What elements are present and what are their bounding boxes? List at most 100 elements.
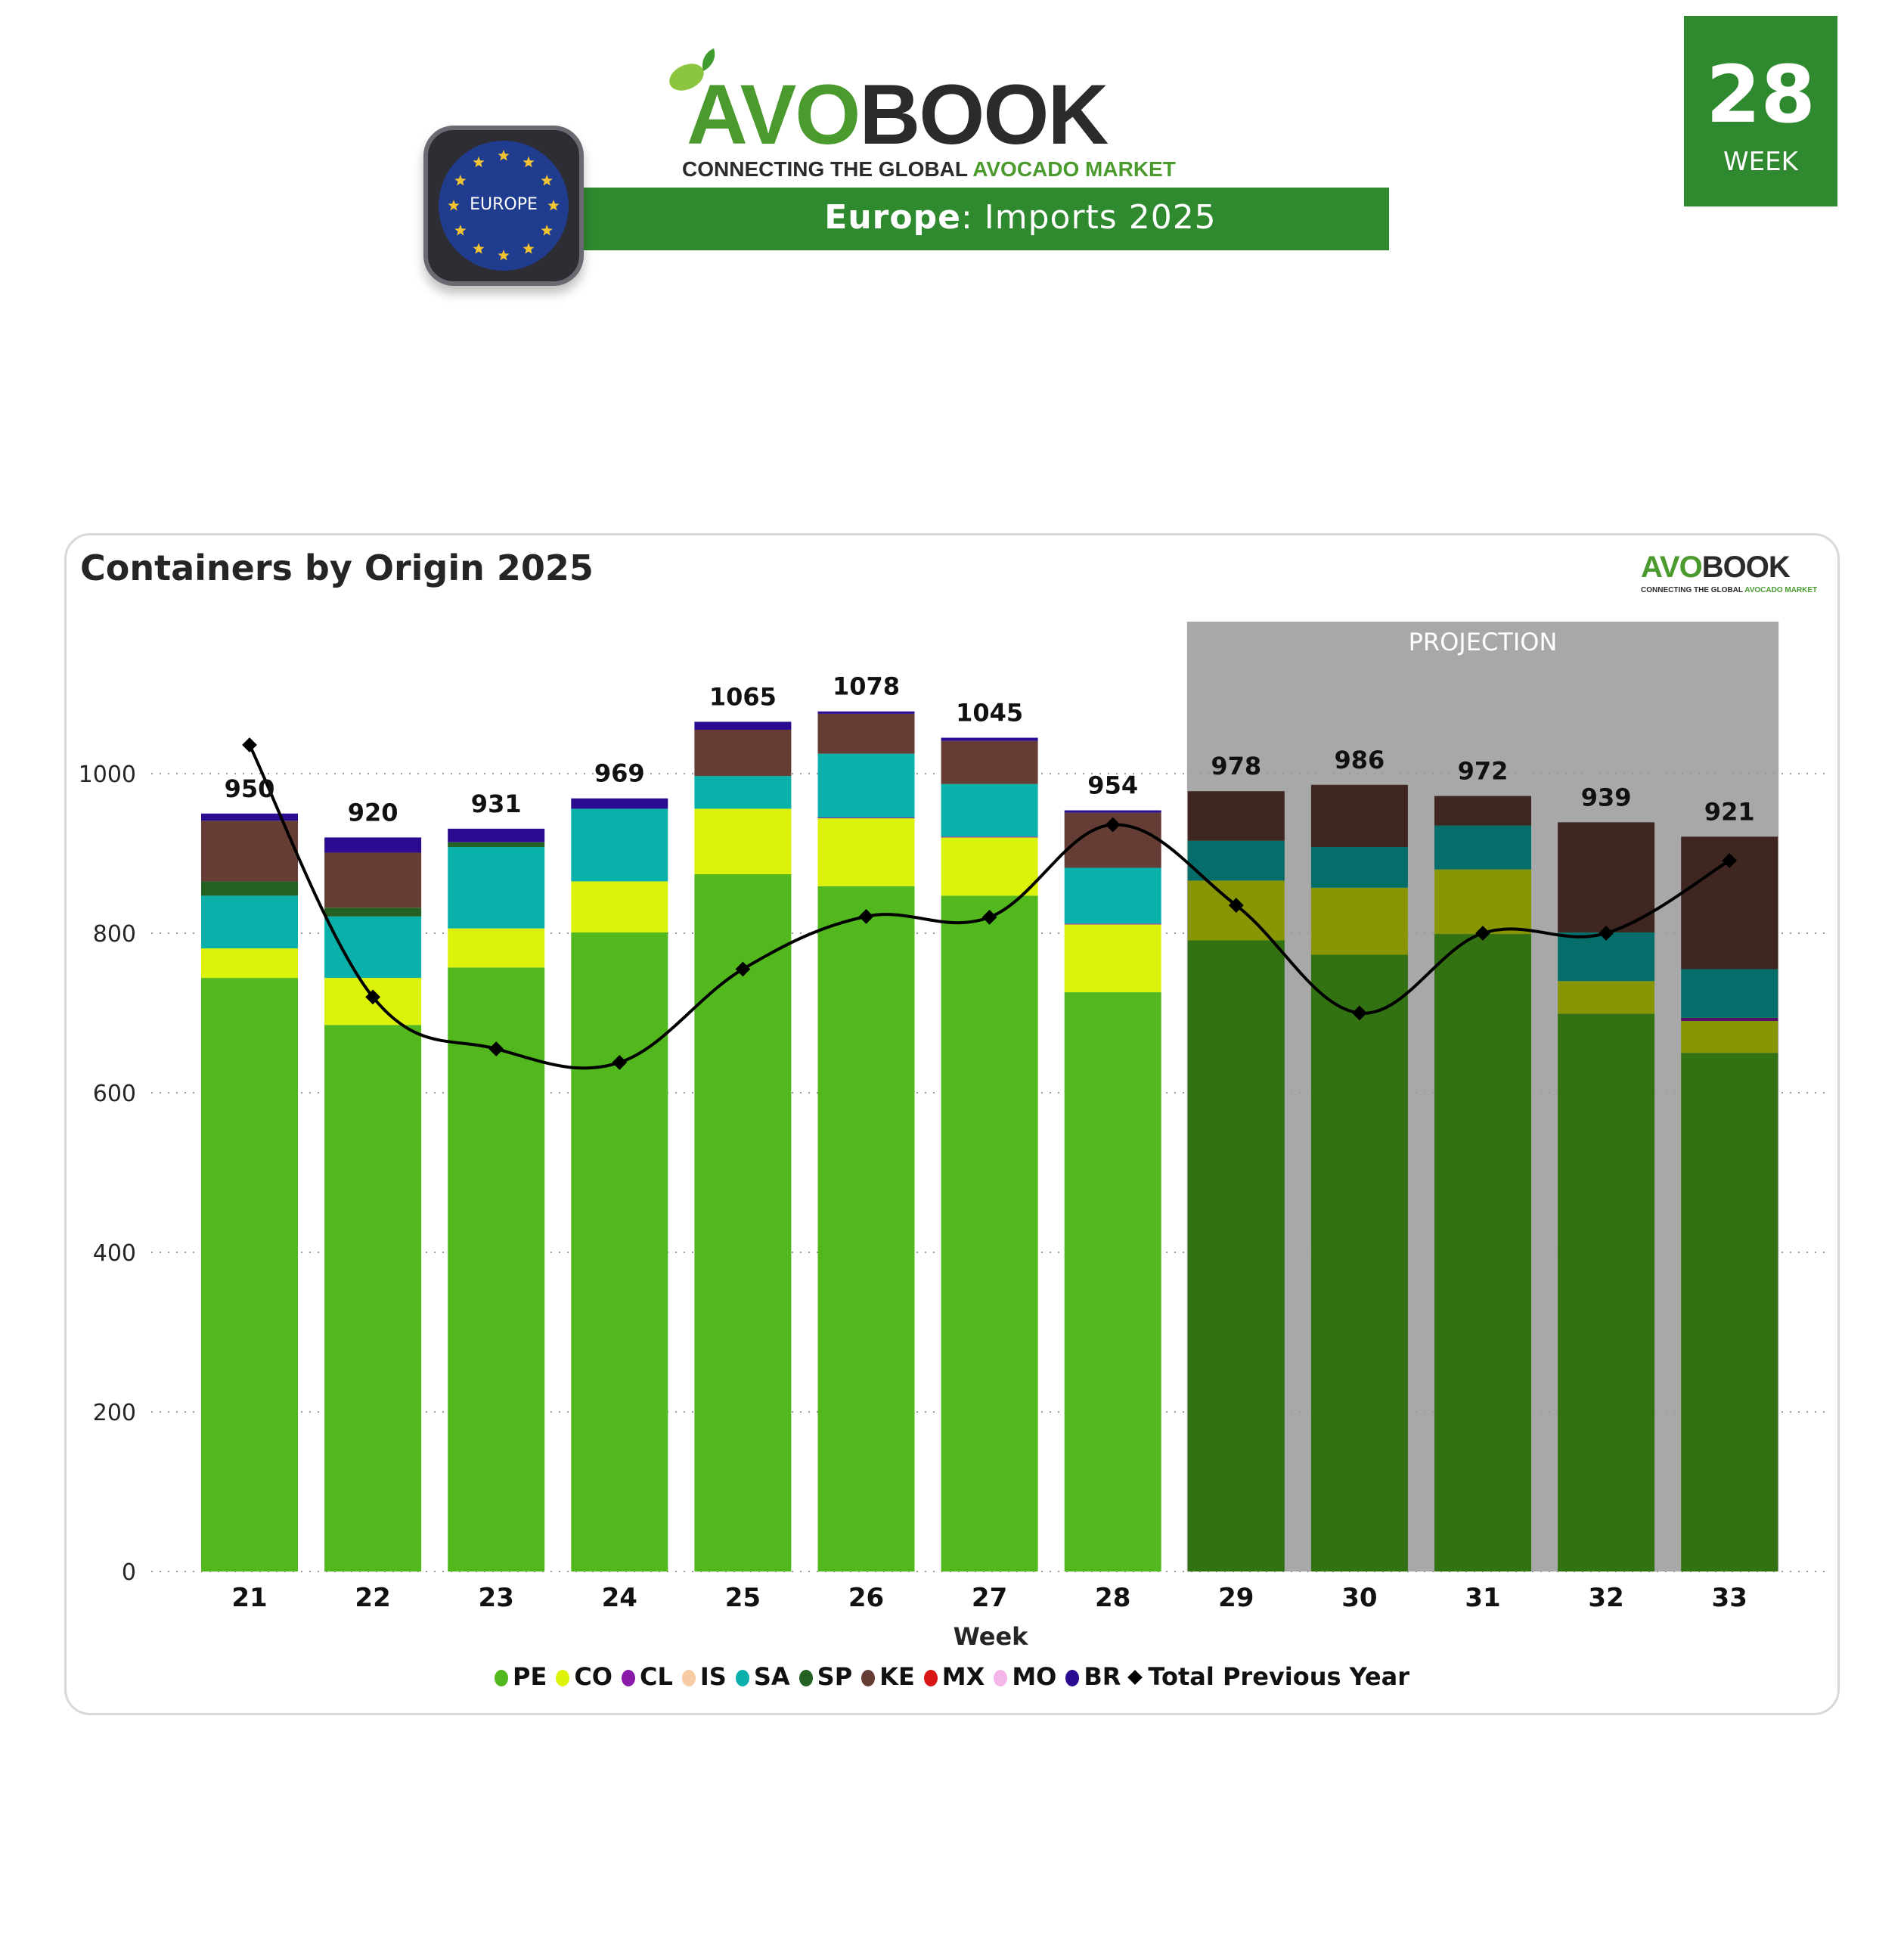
x-tick-label-week-24: 24 (602, 1583, 637, 1613)
bar-segment-cl-week-33 (1681, 1017, 1778, 1022)
previous-year-marker-week-22 (365, 989, 380, 1005)
tagline-part1: CONNECTING THE GLOBAL (682, 157, 973, 181)
bar-segment-br-week-25 (694, 721, 792, 730)
bar-segment-co-week-28 (1064, 924, 1161, 993)
bar-segment-ke-week-21 (201, 821, 298, 882)
bar-segment-br-week-26 (817, 711, 915, 714)
mini-logo-book: BOOK (1701, 551, 1791, 584)
chart-avobook-logo: AVOBOOK CONNECTING THE GLOBAL AVOCADO MA… (1638, 549, 1827, 599)
bar-segment-co-week-25 (694, 808, 792, 874)
legend-label: MX (941, 1662, 985, 1691)
chart-title: Containers by Origin 2025 (80, 548, 594, 588)
logo-book: BOOK (859, 67, 1109, 162)
banner-subtitle: : Imports 2025 (960, 198, 1217, 237)
bar-segment-co-week-33 (1681, 1021, 1778, 1053)
bar-segment-br-week-27 (941, 737, 1038, 741)
region-badge-label: EUROPE (470, 195, 538, 214)
bar-segment-sa-week-33 (1681, 969, 1778, 1018)
bar-segment-sp-week-21 (201, 881, 298, 896)
star-icon (473, 243, 485, 254)
legend-dot-icon (495, 1670, 508, 1686)
legend-label: Total Previous Year (1148, 1662, 1409, 1691)
x-tick-label-week-25: 25 (725, 1583, 761, 1613)
bar-segment-pe-week-24 (571, 932, 668, 1571)
eu-flag-icon: EUROPE (439, 141, 569, 271)
bar-segment-ke-week-29 (1187, 791, 1285, 841)
bar-segment-pe-week-33 (1681, 1053, 1778, 1571)
legend-item-pe[interactable]: PE (495, 1662, 547, 1691)
bar-segment-sp-week-23 (448, 842, 545, 848)
mini-tagline-part1: CONNECTING THE GLOBAL (1641, 586, 1745, 594)
previous-year-marker-week-33 (1722, 853, 1738, 868)
total-label-week-22: 920 (348, 798, 398, 827)
logo-avo: AVO (687, 67, 861, 162)
legend-label: MO (1012, 1662, 1057, 1691)
x-tick-label-week-31: 31 (1465, 1583, 1500, 1613)
bar-segment-pe-week-25 (694, 873, 792, 1571)
region-badge: EUROPE (423, 126, 584, 286)
y-tick-label: 1000 (79, 762, 136, 788)
previous-year-marker-week-32 (1599, 926, 1614, 941)
legend-item-sp[interactable]: SP (799, 1662, 852, 1691)
star-icon (547, 200, 560, 211)
legend-item-ke[interactable]: KE (861, 1662, 915, 1691)
legend-item-mo[interactable]: MO (994, 1662, 1056, 1691)
x-tick-label-week-32: 32 (1588, 1583, 1623, 1613)
previous-year-marker-week-25 (735, 961, 751, 977)
chart-legend: PE CO CL IS SA SP KE MX MO BR Total Previous Year (0, 1662, 1904, 1691)
bar-segment-co-week-21 (201, 948, 298, 979)
x-tick-label-week-30: 30 (1341, 1583, 1377, 1613)
banner-title: Europe: Imports 2025 (652, 198, 1389, 238)
bar-segment-pe-week-27 (941, 895, 1038, 1571)
legend-item-total-previous-year[interactable]: Total Previous Year (1127, 1662, 1409, 1691)
bar-segment-pe-week-30 (1310, 954, 1408, 1571)
week-number: 28 (1706, 48, 1816, 141)
legend-item-co[interactable]: CO (556, 1662, 612, 1691)
legend-item-sa[interactable]: SA (735, 1662, 790, 1691)
mini-logo-tagline: CONNECTING THE GLOBAL AVOCADO MARKET (1641, 587, 1817, 594)
previous-year-marker-week-31 (1475, 926, 1490, 941)
bar-segment-sa-week-23 (448, 847, 545, 929)
total-label-week-24: 969 (594, 759, 645, 788)
logo-wordmark: AVOBOOK (687, 73, 1109, 157)
bar-segment-co-week-23 (448, 928, 545, 968)
legend-label: KE (879, 1662, 915, 1691)
legend-item-cl[interactable]: CL (622, 1662, 673, 1691)
legend-item-is[interactable]: IS (681, 1662, 727, 1691)
previous-year-line (242, 737, 1738, 1070)
bar-segment-co-week-31 (1434, 869, 1531, 935)
x-tick-label-week-29: 29 (1218, 1583, 1254, 1613)
bar-segment-pe-week-29 (1187, 940, 1285, 1571)
star-icon (448, 200, 460, 211)
legend-dot-icon (994, 1670, 1008, 1686)
bar-segment-pe-week-28 (1064, 992, 1161, 1571)
diamond-marker-icon (1127, 1670, 1143, 1685)
bar-segment-ke-week-31 (1434, 796, 1531, 826)
legend-label: BR (1084, 1662, 1121, 1691)
bar-segment-sa-week-28 (1064, 867, 1161, 924)
legend-item-mx[interactable]: MX (923, 1662, 985, 1691)
star-icon (523, 243, 535, 254)
y-tick-label: 0 (122, 1559, 136, 1586)
total-label-week-29: 978 (1211, 752, 1261, 780)
bar-segment-pe-week-22 (324, 1025, 422, 1571)
legend-item-br[interactable]: BR (1065, 1662, 1121, 1691)
bar-segment-pe-week-26 (817, 886, 915, 1571)
legend-dot-icon (735, 1670, 749, 1686)
bar-segment-sa-week-25 (694, 776, 792, 809)
legend-label: PE (513, 1662, 547, 1691)
y-axis-ticks: 0 200 400 600 800 1000 (79, 762, 136, 1586)
legend-dot-icon (681, 1670, 696, 1686)
bar-segment-sa-week-21 (201, 895, 298, 949)
bar-segment-sp-week-22 (324, 908, 422, 917)
star-icon (498, 150, 510, 161)
bar-segment-sa-week-26 (817, 753, 915, 818)
x-axis-ticks: 21 22 23 24 25 26 27 28 29 30 31 32 33 (231, 1583, 1747, 1613)
previous-year-marker-week-26 (858, 908, 874, 924)
bar-segment-ke-week-30 (1310, 784, 1408, 848)
bar-segment-sa-week-27 (941, 783, 1038, 837)
star-icon (454, 225, 467, 236)
bar-segment-pe-week-31 (1434, 934, 1531, 1571)
mini-logo-avo: AVO (1641, 551, 1703, 584)
